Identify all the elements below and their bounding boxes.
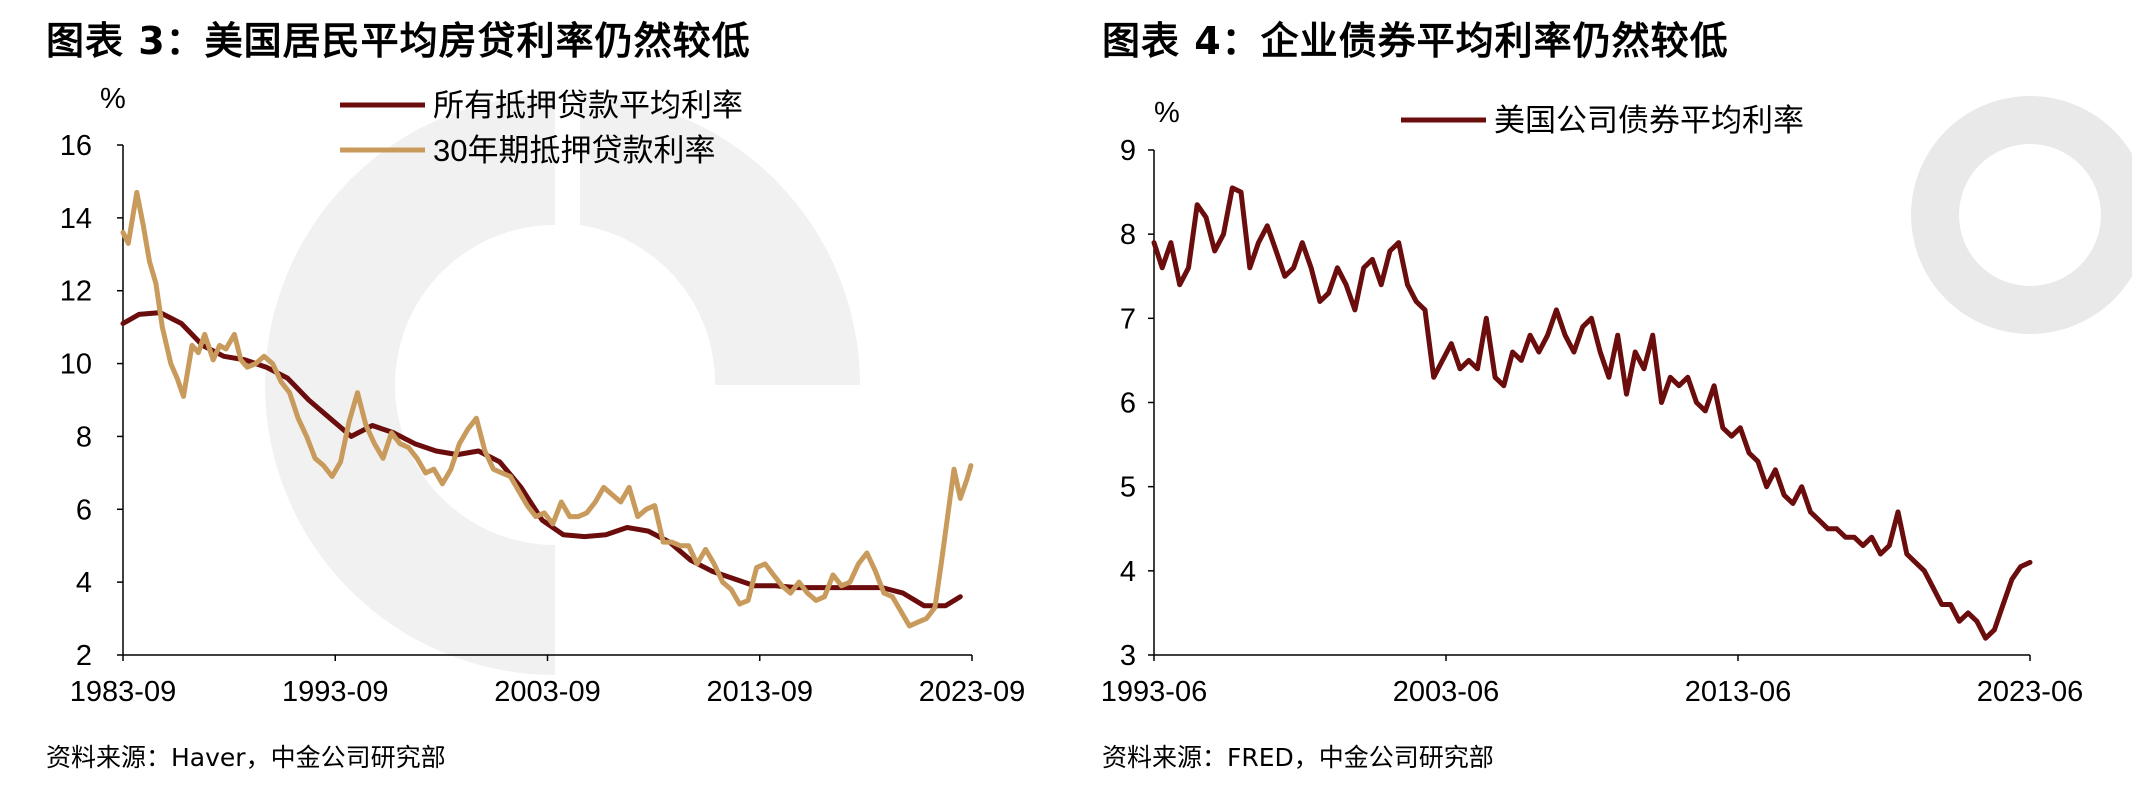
y-tick-label: 7 bbox=[1120, 303, 1136, 335]
y-tick-label: 9 bbox=[1120, 135, 1136, 167]
y-tick-label: 12 bbox=[60, 276, 92, 308]
y-tick-label: 14 bbox=[60, 203, 92, 235]
legend-label: 美国公司债券平均利率 bbox=[1494, 103, 1804, 138]
y-tick-label: 4 bbox=[76, 567, 92, 599]
y-tick-label: 2 bbox=[76, 640, 92, 672]
figure-title: 图表 3：美国居民平均房贷利率仍然较低 bbox=[46, 19, 751, 63]
y-tick-label: 8 bbox=[1120, 219, 1136, 251]
y-tick-label: 8 bbox=[76, 421, 92, 453]
series-line-1 bbox=[1151, 185, 2033, 641]
x-tick-label: 2013-09 bbox=[707, 676, 813, 708]
x-tick-label: 2013-06 bbox=[1685, 676, 1791, 708]
x-tick-label: 1993-06 bbox=[1101, 676, 1207, 708]
y-tick-label: 5 bbox=[1120, 472, 1136, 504]
legend-label: 30年期抵押贷款利率 bbox=[433, 133, 715, 168]
figure-title: 图表 4：企业债券平均利率仍然较低 bbox=[1102, 19, 1729, 63]
source-note: 资料来源：Haver，中金公司研究部 bbox=[46, 743, 446, 772]
mortgage-rate-chart: 2 4 6 8 10 12 14 16 1983-09 1993-09 2003-09 2013-09… bbox=[60, 83, 1025, 708]
x-tick-label: 1993-09 bbox=[282, 676, 388, 708]
figure-4-panel: 图表 4：企业债券平均利率仍然较低 3 4 5 6 7 8 9 1993-06 2003-06 2… bbox=[1066, 0, 2132, 812]
x-tick-label: 2003-09 bbox=[494, 676, 600, 708]
x-tick-label: 2023-09 bbox=[919, 676, 1025, 708]
y-tick-label: 6 bbox=[1120, 388, 1136, 420]
y-tick-label: 3 bbox=[1120, 640, 1136, 672]
figure-3-panel: 图表 3：美国居民平均房贷利率仍然较低 2 4 6 8 10 12 14 16 1983-09 1… bbox=[46, 19, 1025, 772]
y-unit-label: % bbox=[100, 83, 126, 115]
corporate-bond-rate-chart: 3 4 5 6 7 8 9 1993-06 2003-06 2013-06 2023-06% 美国公司… bbox=[1101, 97, 2083, 708]
y-unit-label: % bbox=[1154, 97, 1180, 129]
x-tick-label: 2023-06 bbox=[1977, 676, 2083, 708]
y-tick-label: 6 bbox=[76, 494, 92, 526]
x-tick-label: 2003-06 bbox=[1393, 676, 1499, 708]
y-tick-label: 10 bbox=[60, 349, 92, 381]
series-line-2 bbox=[120, 189, 974, 629]
y-tick-label: 4 bbox=[1120, 556, 1136, 588]
y-tick-label: 16 bbox=[60, 130, 92, 162]
x-tick-label: 1983-09 bbox=[70, 676, 176, 708]
source-note: 资料来源：FRED，中金公司研究部 bbox=[1102, 743, 1494, 772]
series-line-1 bbox=[120, 310, 963, 609]
legend-label: 所有抵押贷款平均利率 bbox=[433, 88, 743, 123]
